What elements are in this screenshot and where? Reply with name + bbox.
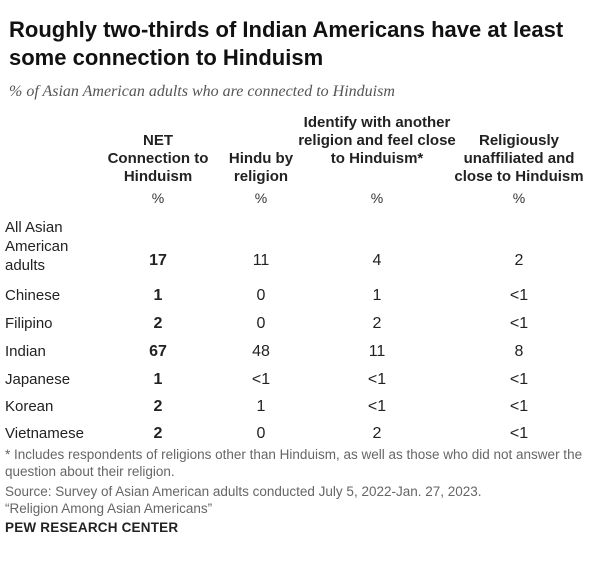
table-cell: 4 [372,252,382,269]
column-header-2: Hindu by religion [228,150,294,185]
table-cell: <1 [509,398,529,415]
footnote: * Includes respondents of religions othe… [5,447,583,479]
unit-label: % [254,190,268,206]
chart-subtitle: % of Asian American adults who are conne… [9,83,395,100]
unit-label: % [370,190,384,206]
table-cell: 67 [149,343,167,360]
table-cell: 0 [256,425,266,442]
table-cell: <1 [251,371,271,388]
table-cell: 0 [256,287,266,304]
table-cell: 11 [252,252,270,269]
table-cell: 8 [514,343,524,360]
table-cell: 2 [514,252,524,269]
table-cell: <1 [509,371,529,388]
row-label: Chinese [5,287,61,304]
table-cell: <1 [509,287,529,304]
table-cell: <1 [367,398,387,415]
table-cell: 17 [149,252,167,269]
column-header-1: NET Connection to Hinduism [107,132,209,185]
table-cell: 2 [153,398,163,415]
brand-logo-text: PEW RESEARCH CENTER [5,520,179,535]
row-label: Indian [5,343,46,360]
table-cell: 48 [252,343,270,360]
table-cell: <1 [509,425,529,442]
table-cell: 1 [153,287,163,304]
table-cell: 2 [153,315,163,332]
column-header-4: Religiously unaffiliated and close to Hi… [454,132,584,185]
report-title: “Religion Among Asian Americans” [5,501,213,516]
source-note: Source: Survey of Asian American adults … [5,484,482,499]
table-cell: <1 [509,315,529,332]
table-cell: 0 [256,315,266,332]
table-cell: 1 [256,398,266,415]
unit-label: % [151,190,165,206]
table-cell: 2 [372,315,382,332]
chart-title: Roughly two-thirds of Indian Americans h… [9,17,564,70]
unit-label: % [512,190,526,206]
table-cell: 2 [153,425,163,442]
table-cell: <1 [367,371,387,388]
table-cell: 1 [153,371,163,388]
table-cell: 2 [372,425,382,442]
table-cell: 11 [368,343,386,360]
row-label: Japanese [5,371,71,388]
table-cell: 1 [372,287,382,304]
row-label: Korean [5,398,54,415]
row-label: Filipino [5,315,53,332]
row-label: All Asian American adults [5,219,69,274]
column-header-3: Identify with another religion and feel … [298,114,456,167]
row-label: Vietnamese [5,425,84,442]
